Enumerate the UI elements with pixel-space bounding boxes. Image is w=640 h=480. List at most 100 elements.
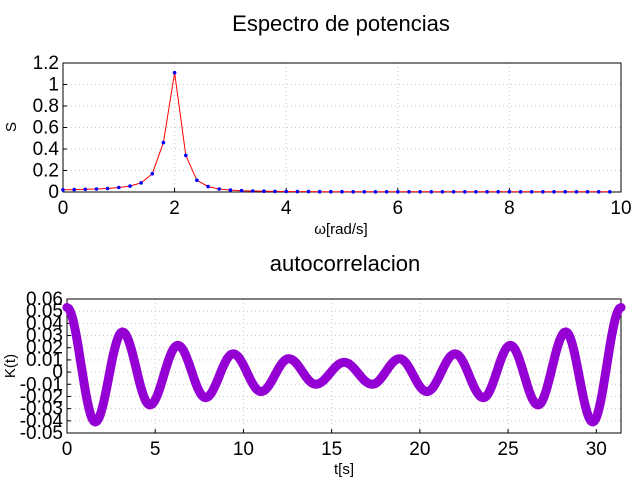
autocorrelation-plot-frame <box>66 298 622 434</box>
y-tick-label: 1 <box>48 75 59 96</box>
spectrum-data-point <box>496 190 501 194</box>
spectrum-data-point <box>518 190 523 194</box>
x-tick-label: 15 <box>321 439 342 460</box>
spectrum-data-point <box>284 189 289 194</box>
spectrum-data-point <box>407 190 411 194</box>
y-tick-label: -0.03 <box>20 399 63 420</box>
y-tick-label: 0.03 <box>26 326 63 347</box>
spectrum-data-point <box>206 184 210 189</box>
spectrum-data-point <box>474 190 478 194</box>
spectrum-panel: Espectro de potencias 0 2 4 6 8 10 00.20.40.6… <box>3 11 632 238</box>
spectrum-data-point <box>83 187 88 192</box>
spectrum-data-point <box>362 190 367 194</box>
spectrum-data-point <box>329 189 333 194</box>
autocorrelation-title: autocorrelacion <box>270 251 420 276</box>
y-tick-label: 0.02 <box>26 338 63 359</box>
spectrum-data-point <box>396 190 400 194</box>
spectrum-data-point <box>585 190 590 194</box>
spectrum-data-point <box>250 189 255 193</box>
y-tick-label: 0 <box>48 182 59 203</box>
autocorrelation-y-axis-label: K(t) <box>2 354 19 378</box>
x-tick-label: 0 <box>62 439 73 460</box>
x-tick-label: 10 <box>233 439 254 460</box>
spectrum-title: Espectro de potencias <box>232 11 450 36</box>
autocorrelation-series-line <box>62 303 626 427</box>
spectrum-data-point <box>139 181 143 185</box>
autocorrelation-x-axis-label: t[s] <box>334 461 354 478</box>
y-tick-label: -0.02 <box>20 386 63 407</box>
y-tick-label: 0.8 <box>33 96 59 117</box>
spectrum-data-point <box>184 153 188 158</box>
spectrum-data-point <box>317 189 322 194</box>
x-tick-label: 25 <box>498 439 519 460</box>
spectrum-data-point <box>507 190 512 194</box>
spectrum-data-point <box>161 140 166 145</box>
y-tick-label: -0.04 <box>20 411 64 432</box>
spectrum-data-point <box>340 189 344 194</box>
spectrum-data-point <box>295 189 300 194</box>
spectrum-data-point <box>608 190 612 194</box>
y-tick-label: 0.04 <box>26 313 63 334</box>
y-tick-label: -0.05 <box>20 423 63 444</box>
spectrum-data-point <box>351 190 356 194</box>
autocorrelation-panel: autocorrelacion 0 5 10 15 20 25 30 -0.05-0.04-… <box>2 251 626 478</box>
spectrum-data-point <box>429 190 434 194</box>
x-tick-label: 4 <box>281 198 292 219</box>
spectrum-data-point <box>529 190 534 194</box>
spectrum-data-point <box>384 190 389 194</box>
spectrum-data-point <box>128 184 132 188</box>
x-tick-label: 10 <box>610 198 631 219</box>
spectrum-data-point <box>195 178 199 182</box>
y-tick-label: 0 <box>52 362 63 383</box>
spectrum-data-point <box>273 189 277 194</box>
x-tick-label: 6 <box>393 198 404 219</box>
spectrum-data-point <box>373 190 378 194</box>
spectrum-data-point <box>463 190 467 194</box>
spectrum-data-point <box>541 190 545 194</box>
autocorrelation-y-ticks: -0.05-0.04-0.03-0.02-0.0100.010.020.030.… <box>20 289 71 444</box>
spectrum-data-point <box>596 190 601 194</box>
spectrum-data-point <box>150 171 155 176</box>
y-tick-label: 0.6 <box>33 118 59 139</box>
spectrum-data-point <box>105 186 110 191</box>
y-tick-label: 0.05 <box>26 301 63 322</box>
x-tick-label: 0 <box>58 198 69 219</box>
y-tick-label: 0.4 <box>33 139 60 160</box>
spectrum-data-point <box>451 190 456 194</box>
spectrum-data-point <box>61 188 65 192</box>
y-tick-label: 1.2 <box>33 53 59 74</box>
spectrum-data-point <box>440 190 445 194</box>
y-tick-label: 0.2 <box>33 161 59 182</box>
spectrum-data-point <box>94 187 99 191</box>
spectrum-series-line <box>62 72 610 193</box>
spectrum-data-point <box>72 187 76 192</box>
x-tick-label: 2 <box>169 198 180 219</box>
x-tick-label: 8 <box>504 198 515 219</box>
spectrum-data-point <box>306 189 311 194</box>
spectrum-plot-frame <box>62 62 622 193</box>
x-tick-label: 5 <box>150 439 161 460</box>
x-tick-label: 20 <box>409 439 430 460</box>
spectrum-data-point <box>563 190 567 194</box>
spectrum-data-point <box>485 190 489 194</box>
spectrum-data-point <box>574 190 579 194</box>
y-tick-label: 0.06 <box>26 289 63 310</box>
spectrum-data-point <box>172 70 177 75</box>
spectrum-x-ticks: 0 2 4 6 8 10 <box>58 188 632 219</box>
spectrum-data-point <box>552 190 556 194</box>
spectrum-data-point <box>239 188 244 193</box>
spectrum-data-point <box>117 185 121 190</box>
spectrum-data-point <box>418 190 422 194</box>
y-tick-label: 0.01 <box>26 350 63 371</box>
spectrum-y-axis-label: S <box>3 122 20 132</box>
spectrum-data-point <box>262 189 266 193</box>
spectrum-series-points <box>61 70 612 194</box>
y-tick-label: -0.01 <box>20 374 63 395</box>
spectrum-y-ticks: 00.20.40.60.811.2 <box>33 53 67 203</box>
x-tick-label: 30 <box>586 439 607 460</box>
spectrum-x-axis-label: ω[rad/s] <box>314 221 367 238</box>
spectrum-grid <box>63 63 621 192</box>
autocorrelation-x-ticks: 0 5 10 15 20 25 30 <box>62 429 607 460</box>
spectrum-data-point <box>228 188 233 192</box>
